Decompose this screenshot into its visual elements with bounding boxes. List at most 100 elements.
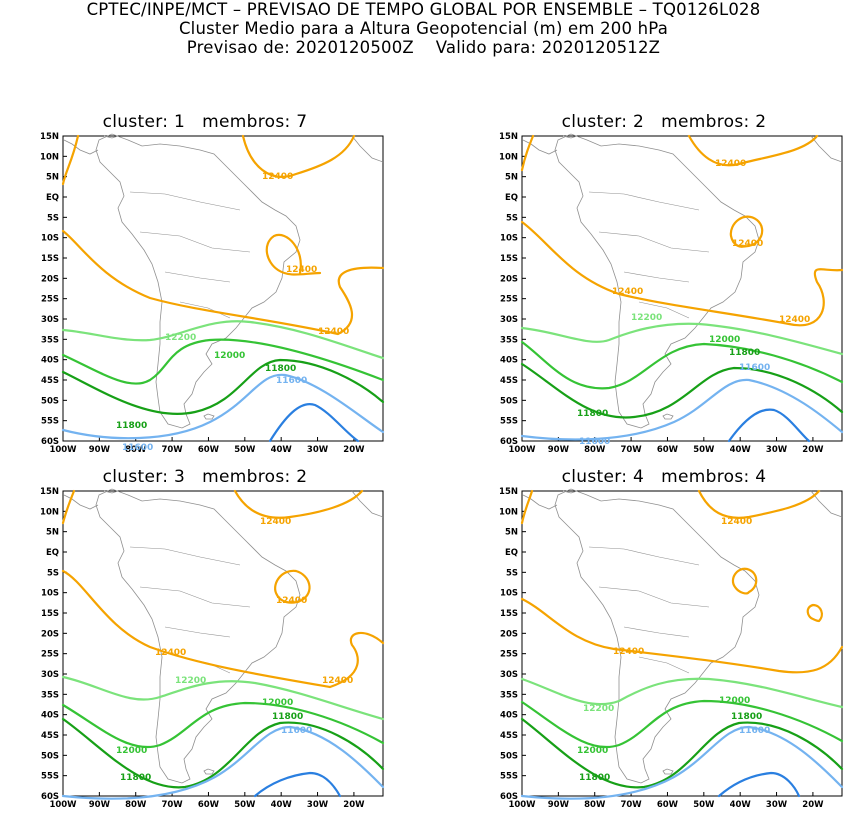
lat-tick-label: 60S xyxy=(41,792,59,802)
lon-tick-label: 30W xyxy=(307,800,329,810)
label-12200: 12200 xyxy=(583,704,614,714)
lat-tick-label: 40S xyxy=(500,356,518,366)
coastline xyxy=(63,133,384,429)
lon-tick-label: 30W xyxy=(766,800,788,810)
lat-tick-label: 35S xyxy=(500,335,518,345)
contour-11800 xyxy=(61,717,385,789)
label-12400-north: 12400 xyxy=(721,517,752,527)
lon-tick-label: 90W xyxy=(89,800,111,810)
lat-tick-label: 10S xyxy=(41,234,59,244)
contour-11400 xyxy=(268,403,360,443)
panel-title: cluster: 3 membros: 2 xyxy=(102,467,308,487)
contour-12400-south xyxy=(61,569,385,689)
coastline-path xyxy=(63,135,119,155)
contour-11400 xyxy=(253,771,342,798)
label-12400-south: 12400 xyxy=(322,676,353,686)
label-12400-south: 12400 xyxy=(318,327,349,337)
lat-tick-label: 25S xyxy=(500,295,518,305)
lat-tick-label: 35S xyxy=(41,335,59,345)
label-12400-north: 12400 xyxy=(260,517,291,527)
lat-tick-label: 20S xyxy=(41,629,59,639)
coastline-path xyxy=(203,768,215,775)
lat-tick-label: 15N xyxy=(40,132,59,142)
label-12400-north: 12400 xyxy=(715,159,746,169)
label-12200: 12200 xyxy=(175,676,206,686)
panel-cluster-4: cluster: 4 membros: 4 15N 10N 5N EQ 5S 10S 15S… xyxy=(459,467,847,821)
label-12400-mid: 12400 xyxy=(155,648,186,658)
lat-tick-label: EQ xyxy=(46,193,59,203)
contour-12000 xyxy=(520,340,844,390)
contour-12200 xyxy=(520,677,844,709)
contour-12000 xyxy=(61,338,385,385)
lon-tick-label: 90W xyxy=(548,445,570,455)
label-11600-east: 11600 xyxy=(281,726,312,736)
label-11800-west: 11800 xyxy=(579,773,610,783)
panel-title: cluster: 1 membros: 7 xyxy=(102,112,308,132)
lon-tick-label: 70W xyxy=(161,445,183,455)
label-11600-west: 11600 xyxy=(579,437,610,447)
label-11800-west: 11800 xyxy=(120,773,151,783)
lat-tick-label: 25S xyxy=(500,650,518,660)
contour-12400-north xyxy=(520,134,819,172)
coastline xyxy=(522,488,843,784)
contour-12400-closed xyxy=(274,569,311,604)
contour-12000 xyxy=(520,699,844,749)
lat-tick-label: 15S xyxy=(41,609,59,619)
lat-tick-label: 60S xyxy=(500,792,518,802)
lon-tick-label: 20W xyxy=(802,445,824,455)
panel-cluster-1: cluster: 1 membros: 7 15N 10N 5N EQ 5S 10S 15S… xyxy=(0,112,388,466)
lon-tick-label: 50W xyxy=(234,800,256,810)
lat-tick-label: 55S xyxy=(500,417,518,427)
contour-12400-south xyxy=(520,220,844,327)
lon-axis-labels: 100W 90W 80W 70W 60W 50W 40W 30W 20W xyxy=(508,792,824,810)
contour-12200 xyxy=(61,320,385,360)
lon-tick-label: 70W xyxy=(620,800,642,810)
lat-tick-label: 10S xyxy=(41,589,59,599)
label-12400-closed: 12400 xyxy=(286,265,317,275)
lat-tick-label: 40S xyxy=(500,711,518,721)
lat-tick-label: 55S xyxy=(500,772,518,782)
coastline xyxy=(63,488,384,784)
lon-axis-labels: 100W 90W 80W 70W 60W 50W 40W 30W 20W xyxy=(508,437,824,455)
lat-tick-label: 15N xyxy=(499,487,518,497)
lon-tick-label: 80W xyxy=(125,800,147,810)
label-11800-east: 11800 xyxy=(265,364,296,374)
map-cluster-4: 15N 10N 5N EQ 5S 10S 15S 20S 25S 30S 35S 40S 45S 50S 5… xyxy=(499,487,844,810)
contour-11800 xyxy=(520,717,844,789)
lon-tick-label: 20W xyxy=(343,445,365,455)
label-12400-north: 12400 xyxy=(262,172,293,182)
panel-title: cluster: 4 membros: 4 xyxy=(561,467,767,487)
contour-11600 xyxy=(61,373,385,440)
lat-tick-label: 30S xyxy=(41,670,59,680)
contour-12400-south xyxy=(520,597,844,674)
map-cluster-2: 15N 10N 5N EQ 5S 10S 15S 20S 25S 30S 35S 40S 45S 50S 5… xyxy=(499,132,844,455)
map-cluster-3: 15N 10N 5N EQ 5S 10S 15S 20S 25S 30S 35S 40S 45S 50S 5… xyxy=(40,487,385,810)
lat-tick-label: 50S xyxy=(500,396,518,406)
lon-tick-label: 90W xyxy=(89,445,111,455)
label-11800-east: 11800 xyxy=(731,712,762,722)
lat-tick-label: 40S xyxy=(41,711,59,721)
figure-header: CPTEC/INPE/MCT – PREVISAO DE TEMPO GLOBA… xyxy=(0,0,847,57)
contour-11400 xyxy=(717,771,801,798)
contour-11800 xyxy=(61,358,385,415)
country-borders xyxy=(588,191,710,319)
coastline-path xyxy=(554,488,760,784)
coastline-path xyxy=(95,488,301,784)
lat-tick-label: 15S xyxy=(500,609,518,619)
label-11800-east: 11800 xyxy=(272,712,303,722)
lon-tick-label: 60W xyxy=(198,445,220,455)
lon-tick-label: 40W xyxy=(730,445,752,455)
contour-11800 xyxy=(520,362,844,419)
lon-tick-label: 80W xyxy=(584,445,606,455)
lat-tick-label: EQ xyxy=(505,548,518,558)
label-11600-east: 11600 xyxy=(276,376,307,386)
lat-axis-labels: 15N 10N 5N EQ 5S 10S 15S 20S 25S 30S 35S 40S 45S 50S 5… xyxy=(499,132,526,447)
coastline-path xyxy=(63,490,119,510)
contour-11600 xyxy=(520,725,844,800)
lat-tick-label: 50S xyxy=(41,396,59,406)
lon-tick-label: 90W xyxy=(548,800,570,810)
lon-tick-label: 70W xyxy=(620,445,642,455)
lat-tick-label: 5N xyxy=(46,173,59,183)
label-12200: 12200 xyxy=(165,333,196,343)
lon-tick-label: 60W xyxy=(657,445,679,455)
